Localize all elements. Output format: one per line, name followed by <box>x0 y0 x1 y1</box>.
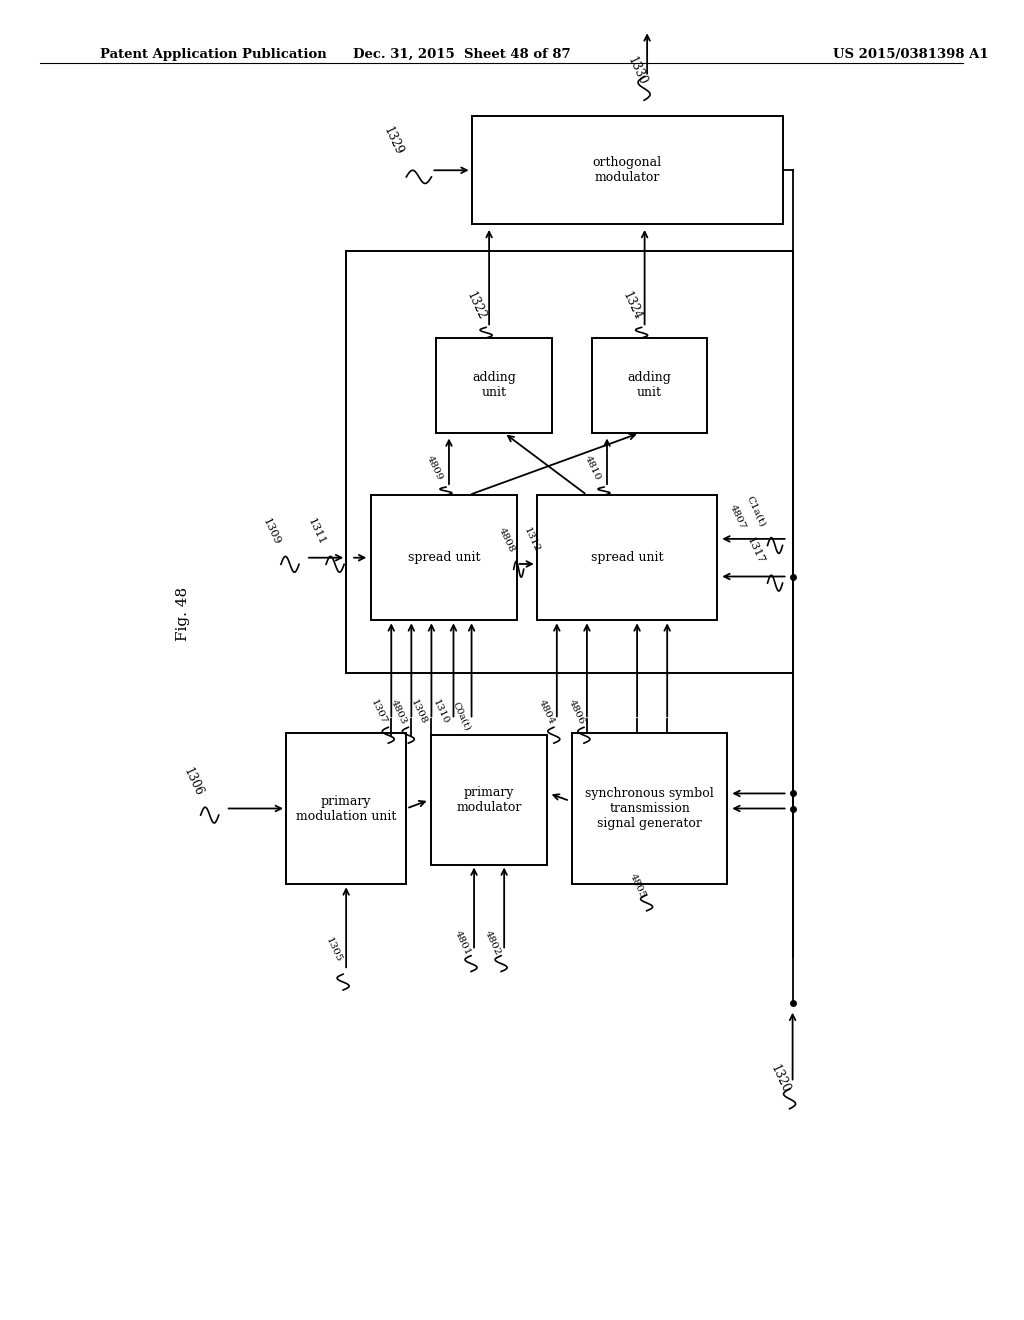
FancyBboxPatch shape <box>436 338 552 433</box>
Text: 1329: 1329 <box>381 124 406 157</box>
Text: 1310: 1310 <box>431 698 451 726</box>
FancyBboxPatch shape <box>537 495 718 620</box>
FancyBboxPatch shape <box>286 733 407 884</box>
Text: 1309: 1309 <box>261 517 282 546</box>
Text: 4805: 4805 <box>628 873 647 900</box>
Text: Fig. 48: Fig. 48 <box>175 586 189 642</box>
FancyBboxPatch shape <box>471 116 782 224</box>
Text: synchronous symbol
transmission
signal generator: synchronous symbol transmission signal g… <box>586 787 714 830</box>
Text: 1311: 1311 <box>306 517 327 546</box>
Text: 4809: 4809 <box>425 454 444 482</box>
Text: 1324: 1324 <box>620 289 644 322</box>
Text: spread unit: spread unit <box>408 552 480 564</box>
Text: 4808: 4808 <box>497 525 516 553</box>
Text: 1317: 1317 <box>744 536 766 566</box>
Text: orthogonal
modulator: orthogonal modulator <box>593 156 662 185</box>
Text: 4804: 4804 <box>537 698 556 726</box>
Text: adding
unit: adding unit <box>472 371 516 400</box>
Text: 1312: 1312 <box>521 525 541 553</box>
Text: 1308: 1308 <box>410 698 429 726</box>
Text: 1320: 1320 <box>768 1063 792 1096</box>
FancyBboxPatch shape <box>571 733 727 884</box>
Text: 4806: 4806 <box>567 698 586 726</box>
Text: 1330: 1330 <box>625 54 649 87</box>
Text: primary
modulation unit: primary modulation unit <box>296 795 396 822</box>
Text: US 2015/0381398 A1: US 2015/0381398 A1 <box>833 48 988 61</box>
Text: spread unit: spread unit <box>591 552 664 564</box>
Text: Dec. 31, 2015  Sheet 48 of 87: Dec. 31, 2015 Sheet 48 of 87 <box>352 48 570 61</box>
Text: 4807: 4807 <box>727 503 746 531</box>
Text: adding
unit: adding unit <box>628 371 672 400</box>
Text: 4802: 4802 <box>483 929 503 957</box>
Text: Patent Application Publication: Patent Application Publication <box>100 48 327 61</box>
Text: 1305: 1305 <box>324 936 343 964</box>
Text: 4801: 4801 <box>453 929 472 957</box>
Text: 1322: 1322 <box>464 289 488 322</box>
Text: 4803: 4803 <box>389 698 409 726</box>
FancyBboxPatch shape <box>372 495 517 620</box>
Text: 4810: 4810 <box>583 454 602 482</box>
Text: 1307: 1307 <box>370 698 388 726</box>
FancyBboxPatch shape <box>431 735 547 865</box>
Text: C0a(t): C0a(t) <box>452 701 473 733</box>
Text: primary
modulator: primary modulator <box>457 785 522 814</box>
Text: 1306: 1306 <box>180 766 205 797</box>
Text: C1a(t): C1a(t) <box>744 495 767 528</box>
FancyBboxPatch shape <box>592 338 708 433</box>
